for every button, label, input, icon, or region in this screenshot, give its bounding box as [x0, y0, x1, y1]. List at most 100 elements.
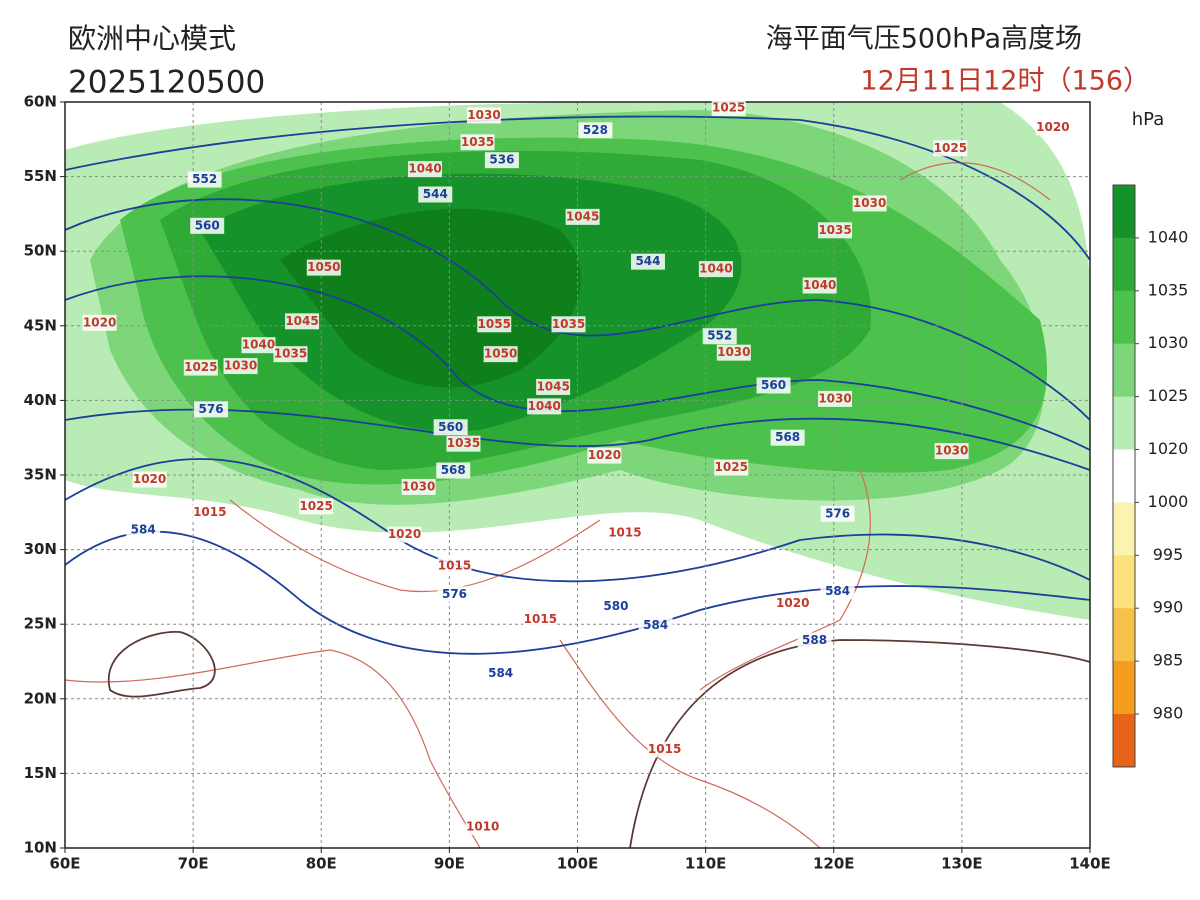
pressure-label-box: [408, 161, 443, 178]
height-label-box: [418, 186, 453, 203]
pressure-label: 1025: [184, 360, 217, 374]
colorbar-label: 1035: [1148, 280, 1189, 299]
pressure-label-box: [527, 398, 562, 415]
pressure-label-box: [285, 313, 320, 330]
pressure-label: 1030: [224, 359, 257, 373]
height-label-box: [484, 152, 519, 169]
pressure-label-box: [465, 819, 500, 836]
height-contour: [65, 530, 1090, 655]
height-label: 584: [488, 666, 513, 680]
pressure-label-box: [607, 525, 642, 542]
height-label: 552: [707, 329, 732, 343]
colorbar-segment: [1113, 290, 1135, 345]
height-label: 568: [441, 463, 466, 477]
pressure-label-box: [387, 526, 422, 543]
pressure-label: 1035: [447, 436, 480, 450]
pressure-label: 1025: [712, 100, 745, 114]
pressure-label: 1030: [467, 108, 500, 122]
lon-tick-label: 130E: [941, 855, 983, 873]
height-label-box: [433, 419, 468, 436]
pressure-label-box: [933, 140, 968, 157]
pressure-label-box: [587, 447, 622, 464]
pressure-label: 1045: [285, 314, 318, 328]
pressure-label: 1020: [776, 596, 809, 610]
pressure-label-box: [934, 443, 969, 460]
model-title: 欧洲中心模式: [68, 22, 236, 55]
pressure-label-box: [483, 346, 518, 363]
pressure-label-box: [698, 261, 733, 278]
colorbar-segment: [1113, 502, 1135, 556]
height-contour: [65, 458, 1090, 583]
pressure-label: 1015: [524, 612, 557, 626]
height-label-box: [630, 253, 665, 270]
pressure-label-box: [460, 134, 495, 151]
pressure-label: 1015: [193, 505, 226, 519]
pressure-label-box: [446, 435, 481, 452]
pressure-label-box: [818, 390, 853, 407]
colorbar-label: 1000: [1148, 492, 1189, 511]
pressure-label: 1035: [461, 135, 494, 149]
height-label: 560: [195, 218, 220, 232]
pressure-label: 1045: [566, 209, 599, 223]
pressure-label: 1030: [717, 345, 750, 359]
lat-tick-label: 55N: [24, 167, 57, 185]
height-label-box: [770, 429, 805, 446]
pressure-label: 1035: [274, 347, 307, 361]
pressure-label-box: [802, 277, 837, 294]
pressure-label: 1045: [536, 379, 569, 393]
lon-tick-label: 100E: [557, 855, 599, 873]
lon-tick-label: 60E: [49, 855, 80, 873]
pressure-label-box: [852, 195, 887, 212]
pressure-label: 1040: [242, 338, 275, 352]
lat-tick-label: 60N: [24, 93, 57, 111]
lat-tick-label: 30N: [24, 540, 57, 558]
colorbar-segment: [1113, 661, 1135, 715]
pressure-label-box: [477, 316, 512, 333]
height-label: 560: [438, 420, 463, 434]
pressure-label: 1025: [715, 460, 748, 474]
pressure-label-box: [223, 358, 258, 375]
lat-tick-label: 15N: [24, 764, 57, 782]
pressure-label-box: [437, 558, 472, 575]
height-label: 544: [635, 254, 660, 268]
colorbar-segment: [1113, 237, 1135, 292]
pressure-label-box: [192, 504, 227, 521]
colorbar-segment: [1113, 714, 1135, 768]
lon-tick-label: 90E: [434, 855, 465, 873]
product-title: 海平面气压500hPa高度场: [766, 24, 1082, 55]
pressure-label: 1030: [402, 479, 435, 493]
height-label-box: [638, 617, 673, 634]
height-label-box: [194, 401, 229, 418]
colorbar-label: 985: [1153, 651, 1184, 670]
height-label-box: [578, 122, 613, 139]
lat-tick-label: 10N: [24, 839, 57, 857]
height-label: 580: [603, 599, 628, 613]
pressure-label: 1020: [1036, 120, 1069, 134]
lat-tick-label: 45N: [24, 316, 57, 334]
pressure-label: 1020: [133, 472, 166, 486]
colorbar-unit: hPa: [1132, 109, 1164, 130]
height-label: 576: [199, 402, 224, 416]
height-label-box: [483, 665, 518, 682]
height-label-box: [820, 505, 855, 522]
pressure-label: 1050: [484, 347, 517, 361]
pressure-label: 1040: [803, 278, 836, 292]
pressure-label: 1030: [818, 391, 851, 405]
colorbar-label: 1030: [1148, 333, 1189, 352]
height-label-box: [187, 171, 222, 188]
pressure-label-box: [273, 346, 308, 363]
lon-tick-label: 70E: [178, 855, 209, 873]
height-label: 576: [442, 587, 467, 601]
height-label-box: [756, 377, 791, 394]
pressure-label: 1025: [299, 499, 332, 513]
pressure-label: 1050: [307, 260, 340, 274]
pressure-label: 1040: [699, 262, 732, 276]
height-label: 536: [489, 153, 514, 167]
pressure-label: 1025: [934, 141, 967, 155]
colorbar-frame: [1112, 184, 1136, 768]
pressure-label: 1015: [438, 559, 471, 573]
height-label: 568: [775, 430, 800, 444]
lat-tick-label: 50N: [24, 242, 57, 260]
pressure-label: 1035: [818, 223, 851, 237]
